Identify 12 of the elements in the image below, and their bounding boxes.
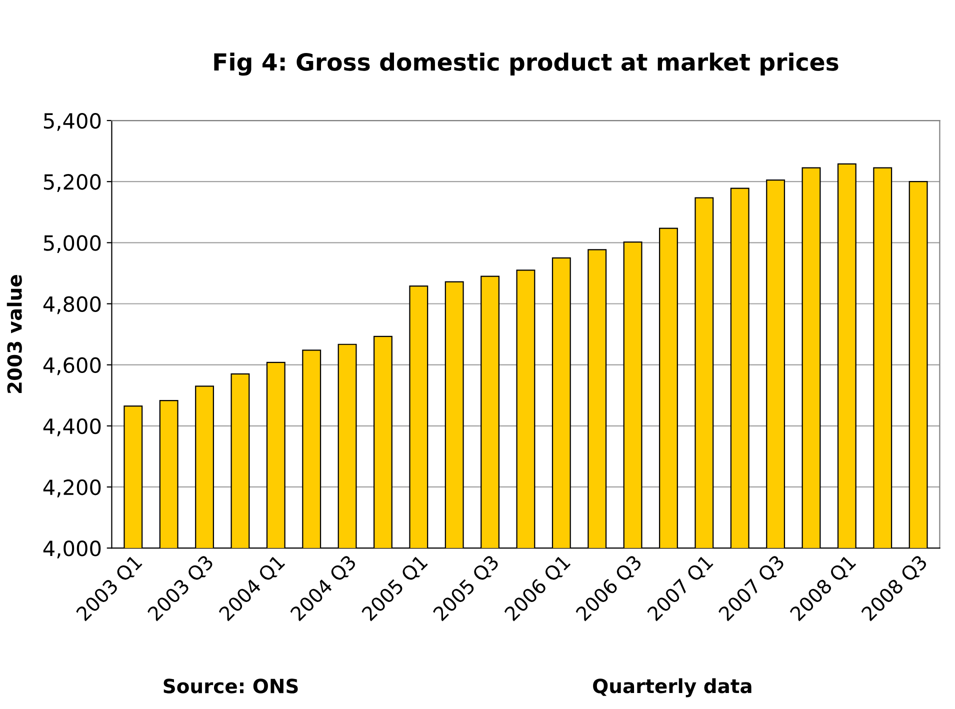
y-tick-label: 4,800 [43,296,101,314]
source-note: Source: ONS [164,678,298,694]
y-tick-label: 4,000 [43,540,101,558]
y-tick-label: 4,200 [43,479,101,498]
y-axis-title: 2003 value [6,275,22,393]
y-tick-label: 5,200 [44,174,101,192]
y-tick-label: 4,600 [43,357,101,376]
text: Quarterly data [593,678,752,698]
y-tick-label: 5,000 [44,235,101,254]
y-tick-label: 4,400 [43,418,101,436]
chart-title: Fig 4: Gross domestic product at market prices [214,52,838,76]
y-tick-label: 5,400 [44,112,101,131]
